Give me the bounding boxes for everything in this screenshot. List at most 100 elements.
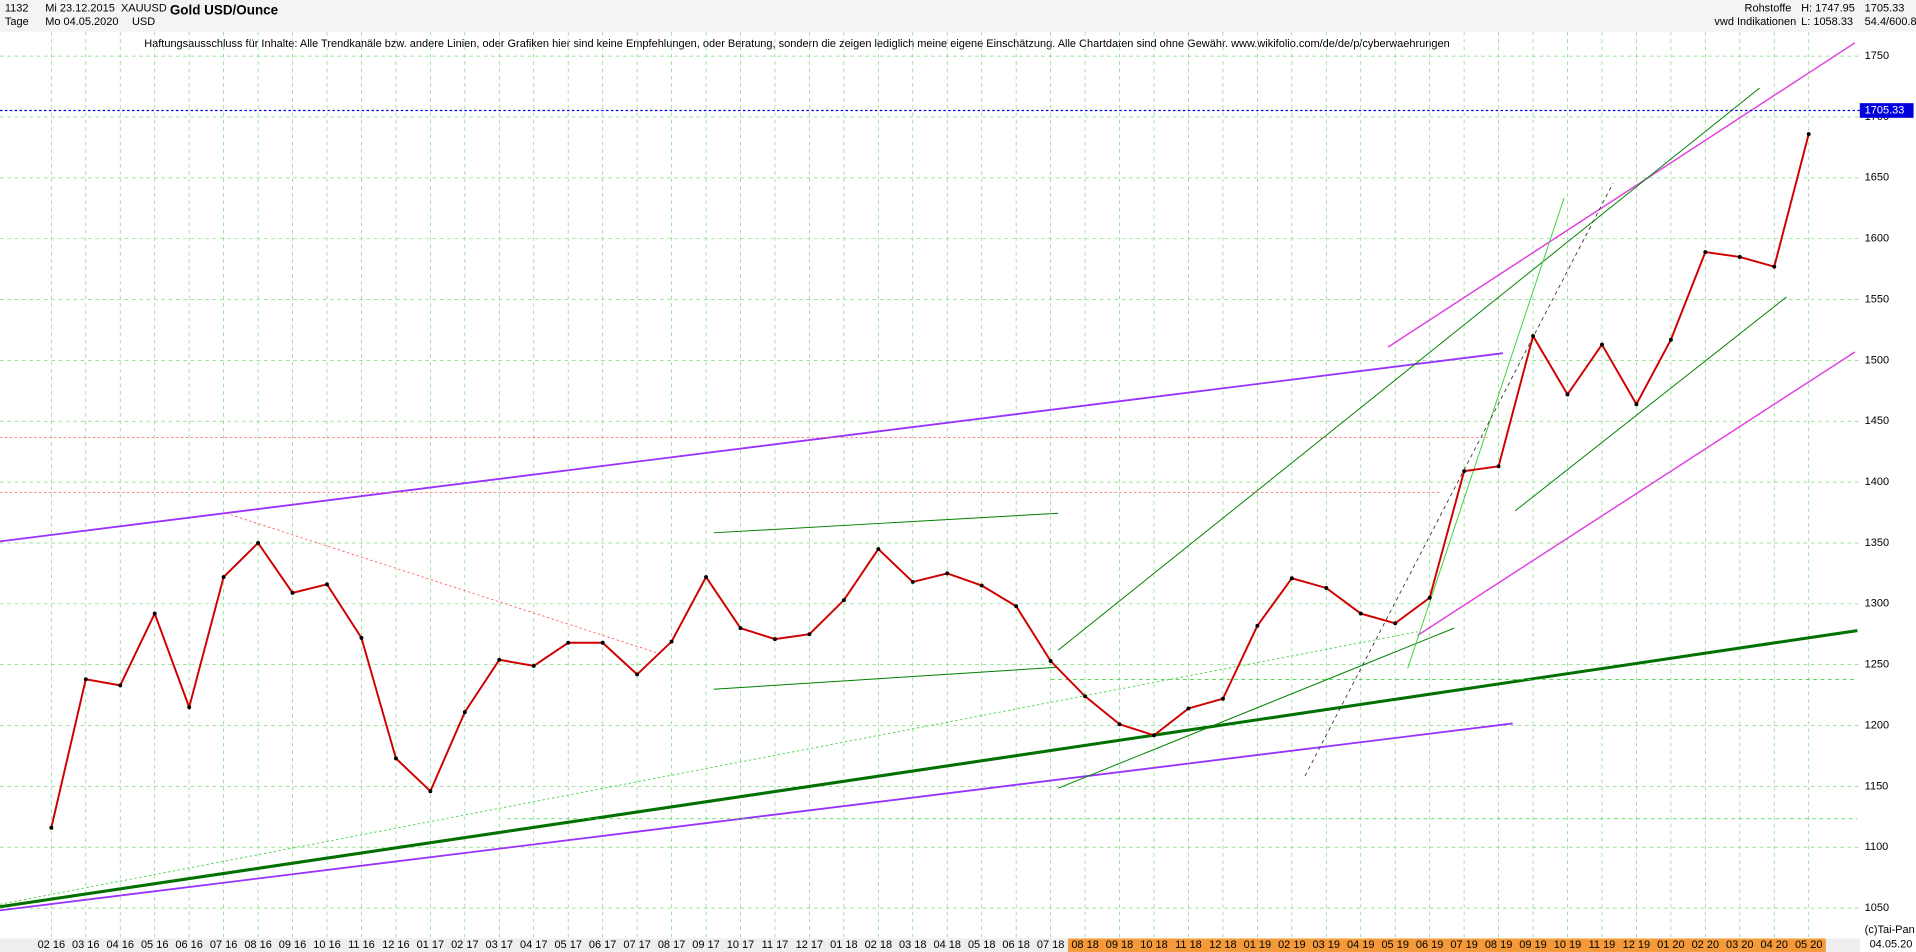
price-point: [945, 571, 950, 576]
price-point: [1255, 623, 1260, 628]
x-tick-label: 06 18: [1002, 939, 1030, 951]
copyright: (c)Tai-Pan: [1865, 924, 1915, 936]
price-point: [1289, 576, 1294, 581]
price-point: [1668, 337, 1673, 342]
x-tick-label: 05 18: [968, 939, 996, 951]
price-point: [1220, 696, 1225, 701]
y-tick-label: 1750: [1865, 50, 1889, 62]
x-tick-label: 01 20: [1657, 939, 1685, 951]
price-point: [1324, 586, 1329, 590]
x-tick-label: 07 19: [1450, 939, 1478, 951]
price-point: [841, 598, 846, 603]
x-tick-label: 04 18: [933, 939, 961, 951]
price-point: [1186, 706, 1191, 711]
disclaimer: Haftungsausschluss für Inhalte: Alle Tre…: [144, 38, 1450, 50]
price-point: [1048, 659, 1053, 663]
price-point: [772, 637, 777, 642]
y-tick-label: 1650: [1865, 172, 1889, 184]
x-axis-highlight: [1067, 938, 1826, 952]
x-tick-label: 09 17: [692, 939, 720, 951]
x-tick-label: 11 17: [762, 939, 789, 951]
price-point: [152, 611, 157, 616]
x-tick-label: 03 18: [899, 939, 927, 951]
price-point: [1462, 469, 1467, 474]
x-tick-label: 07 18: [1037, 939, 1065, 951]
price-point: [979, 583, 984, 588]
x-tick-label: 10 18: [1140, 939, 1168, 951]
price-point: [256, 541, 261, 545]
price-point: [1427, 595, 1432, 600]
x-tick-label: 10 17: [727, 939, 755, 951]
x-tick-label: 01 17: [417, 939, 445, 951]
symbol: XAUUSD: [121, 3, 167, 15]
x-tick-label: 07 16: [210, 939, 238, 951]
y-tick-label: 1200: [1865, 719, 1889, 731]
x-tick-label: 02 19: [1278, 939, 1306, 951]
price-point: [118, 683, 123, 688]
x-tick-label: 04 16: [106, 939, 133, 951]
x-tick-label: 04 20: [1761, 939, 1789, 951]
trendlines: [0, 42, 1858, 912]
x-tick-label: 10 19: [1554, 939, 1582, 951]
x-tick-label: 09 16: [279, 939, 307, 951]
x-tick-label: 08 17: [658, 939, 686, 951]
price-point: [1531, 334, 1535, 339]
x-tick-label: 05 19: [1381, 939, 1409, 951]
x-tick-label: 03 17: [486, 939, 513, 951]
x-tick-label: 06 17: [589, 939, 617, 951]
price-point: [669, 639, 674, 644]
source: vwd Indikationen: [1714, 16, 1796, 28]
x-tick-label: 05 20: [1795, 939, 1823, 951]
title: Gold USD/Ounce: [170, 3, 279, 18]
x-tick-label: 03 20: [1726, 939, 1754, 951]
price-point: [1393, 621, 1398, 626]
x-tick-label: 02 20: [1692, 939, 1720, 951]
price-point: [290, 590, 295, 595]
price-point: [807, 632, 812, 637]
x-tick-label: 11 16: [348, 939, 375, 951]
x-tick-label: 01 19: [1244, 939, 1272, 951]
y-tick-label: 1100: [1865, 841, 1889, 853]
y-tick-label: 1150: [1865, 780, 1889, 792]
x-tick-label: 09 19: [1519, 939, 1547, 951]
footer-date: 04.05.20: [1870, 939, 1913, 951]
x-tick-label: 12 16: [382, 939, 410, 951]
y-axis-area: [1859, 31, 1916, 939]
x-tick-label: 08 19: [1485, 939, 1513, 951]
header-bar: [0, 0, 1916, 32]
last-price-label: 1705.33: [1865, 104, 1905, 116]
x-tick-label: 10 16: [313, 939, 341, 951]
price-point: [910, 579, 915, 584]
price-point: [462, 710, 467, 715]
x-tick-label: 12 18: [1209, 939, 1237, 951]
last-price-tag: [1859, 103, 1914, 118]
price-point: [1772, 264, 1777, 269]
price-point: [1117, 722, 1122, 727]
currency: USD: [132, 16, 155, 28]
x-tick-label: 12 19: [1623, 939, 1651, 951]
price-point: [393, 756, 398, 761]
y-tick-label: 1250: [1865, 659, 1889, 671]
x-tick-label: 07 17: [623, 939, 651, 951]
y-tick-label: 1600: [1865, 233, 1889, 245]
price-point: [1565, 392, 1570, 397]
x-tick-label: 11 19: [1589, 939, 1616, 951]
range: 54.4/600.8: [1865, 16, 1916, 28]
y-tick-label: 1450: [1865, 415, 1889, 427]
price-point: [359, 635, 364, 640]
x-tick-label: 04 17: [520, 939, 548, 951]
price-point: [497, 657, 502, 662]
price-point: [704, 575, 708, 579]
price-point: [428, 789, 433, 794]
high: H: 1747.95: [1801, 3, 1855, 15]
price-point: [1806, 132, 1811, 136]
price-point: [1014, 604, 1019, 609]
price-point: [600, 640, 605, 645]
x-tick-label: 02 18: [865, 939, 893, 951]
price-point: [1496, 464, 1501, 469]
x-tick-label: 05 17: [554, 939, 582, 951]
x-tick-label: 02 16: [38, 939, 65, 951]
price-point: [325, 582, 329, 587]
y-tick-label: 1400: [1865, 476, 1889, 488]
